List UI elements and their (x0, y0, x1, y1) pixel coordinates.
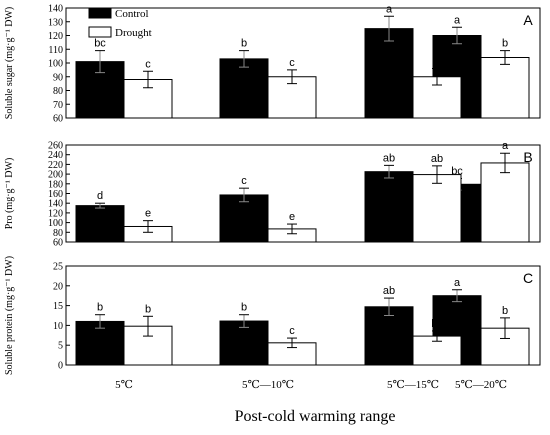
bar-control (219, 194, 269, 243)
x-axis-title: Post-cold warming range (235, 408, 396, 425)
significance-label: b (502, 305, 508, 317)
y-tick-label: 20 (53, 281, 63, 292)
y-tick-label: 60 (53, 238, 63, 249)
y-axis-title: Pro (mg·g⁻¹ DW) (4, 158, 15, 230)
significance-label: c (241, 175, 247, 187)
significance-label: e (145, 208, 151, 220)
bar-control (219, 58, 269, 119)
bar-control (364, 171, 414, 243)
bar-drought (480, 57, 530, 119)
y-tick-label: 80 (53, 86, 63, 97)
significance-label: a (502, 140, 509, 152)
significance-label: a (454, 14, 461, 26)
y-tick-label: 240 (48, 150, 63, 161)
bar-control (75, 320, 125, 366)
panel-a: 60 70 80 90 100 110 120 130 140 Soluble sugar (mg… (4, 3, 541, 125)
legend-label-drought: Drought (115, 27, 152, 39)
significance-label: b (97, 302, 103, 314)
y-axis-title: Soluble protein (mg·g⁻¹ DW) (4, 256, 15, 375)
y-tick-label: 180 (48, 179, 63, 190)
legend-label-control: Control (115, 8, 149, 20)
y-tick-label: 160 (48, 189, 63, 200)
x-tick-label: 5℃—10℃ (242, 379, 294, 391)
y-tick-label: 0 (58, 361, 63, 372)
y-tick-label: 260 (48, 141, 63, 152)
significance-label: e (289, 211, 295, 223)
y-tick-label: 80 (53, 228, 63, 239)
y-tick-label: 100 (48, 59, 63, 70)
x-tick-label: 5℃—20℃ (455, 379, 507, 391)
bar-control (219, 320, 269, 366)
y-axis-title: Soluble sugar (mg·g⁻¹ DW) (4, 7, 15, 119)
y-tick-label: 120 (48, 208, 63, 219)
y-tick-label: 5 (58, 341, 63, 352)
significance-label: bc (94, 38, 106, 50)
significance-label: c (289, 325, 295, 337)
significance-label: ab (383, 285, 395, 297)
significance-label: ab (431, 153, 443, 165)
x-axis-tick-labels: 5℃ 5℃—10℃ 5℃—15℃ 5℃—20℃ (115, 379, 507, 391)
bar-control (75, 205, 125, 243)
significance-label: bc (431, 318, 443, 330)
legend: Control Drought (88, 7, 152, 39)
y-tick-label: 140 (48, 199, 63, 210)
significance-label: b (241, 302, 247, 314)
y-tick-label: 220 (48, 160, 63, 171)
legend-swatch-control (88, 7, 112, 19)
y-tick-label: 25 (53, 262, 63, 273)
x-tick-label: 5℃ (115, 379, 133, 391)
legend-swatch-drought (88, 26, 112, 38)
significance-label: c (145, 58, 151, 70)
significance-label: b (145, 303, 151, 315)
panel-letter: B (523, 149, 532, 165)
y-tick-label: 90 (53, 72, 63, 83)
significance-label: b (241, 38, 247, 50)
significance-label: ab (383, 152, 395, 164)
bar-drought (480, 162, 530, 243)
significance-label: a (454, 277, 461, 289)
y-tick-label: 110 (48, 45, 63, 56)
y-tick-label: 15 (53, 301, 63, 312)
significance-label: b (502, 38, 508, 50)
y-tick-label: 200 (48, 170, 63, 181)
y-tick-label: 100 (48, 218, 63, 229)
bar-drought (412, 174, 462, 243)
y-tick-label: 60 (53, 114, 63, 125)
y-tick-label: 70 (53, 100, 63, 111)
significance-label: c (434, 56, 440, 68)
panel-c: 0 5 10 15 20 25 Soluble protein (mg·g⁻¹ DW) Cb b… (4, 256, 541, 375)
significance-label: c (289, 57, 295, 69)
bar-control (364, 28, 414, 119)
bar-control (364, 306, 414, 366)
panel-letter: A (523, 12, 533, 28)
y-tick-label: 130 (48, 17, 63, 28)
y-tick-label: 140 (48, 4, 63, 15)
significance-label: a (386, 3, 393, 15)
panel-letter: C (523, 270, 533, 286)
y-tick-label: 10 (53, 321, 63, 332)
significance-label: d (97, 190, 103, 202)
x-tick-label: 5℃—15℃ (387, 379, 439, 391)
y-tick-label: 120 (48, 31, 63, 42)
